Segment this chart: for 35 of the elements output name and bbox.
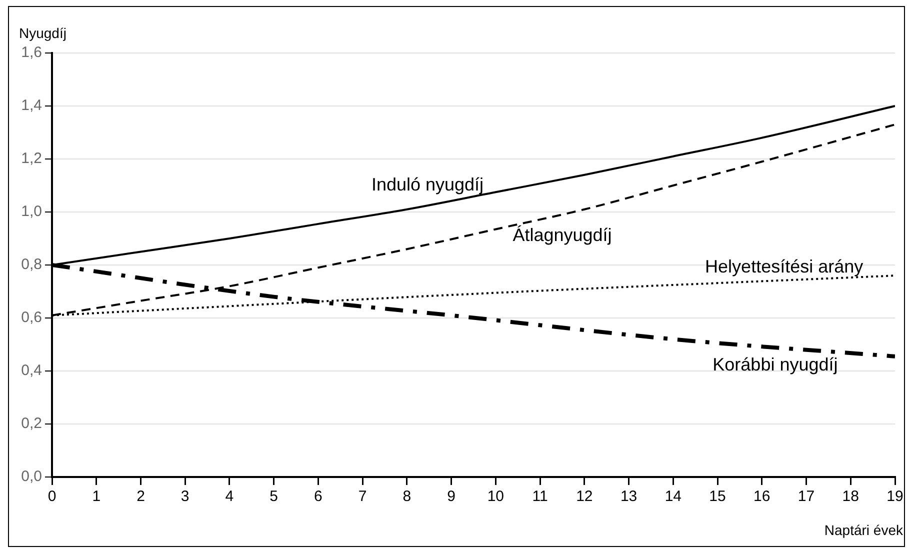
x-tick-label: 2 (136, 488, 145, 506)
x-tick-label: 3 (180, 488, 190, 506)
x-tick-label: 9 (447, 488, 456, 506)
series-label: Induló nyugdíj (371, 174, 484, 194)
y-tick-label: 1,6 (21, 44, 42, 62)
y-axis-title: Nyugdíj (19, 24, 66, 41)
y-tick-label: 0,2 (21, 415, 42, 432)
y-tick-label: 0,0 (21, 468, 42, 486)
x-tick-label: 12 (576, 488, 593, 506)
x-tick-label: 10 (487, 488, 504, 506)
y-tick-label: 0,4 (21, 362, 42, 380)
y-tick-label: 0,8 (21, 256, 42, 274)
x-tick-label: 11 (532, 488, 548, 506)
series-label: Helyettesítési arány (705, 256, 864, 277)
x-tick-label: 18 (842, 488, 859, 506)
x-tick-label: 4 (225, 488, 234, 506)
x-tick-label: 1 (92, 488, 101, 506)
y-tick-label: 1,0 (21, 203, 42, 220)
x-tick-label: 13 (620, 488, 638, 506)
x-axis-title: Naptári évek (824, 522, 904, 538)
x-tick-label: 17 (798, 488, 815, 506)
y-tick-label: 0,6 (21, 309, 42, 326)
y-tick-label: 1,4 (21, 97, 42, 114)
series-label: Korábbi nyugdíj (712, 354, 838, 375)
x-tick-label: 15 (709, 488, 726, 506)
x-tick-label: 14 (664, 488, 682, 506)
x-tick-label: 7 (358, 488, 367, 506)
x-tick-label: 8 (402, 488, 412, 506)
x-tick-label: 19 (886, 488, 904, 506)
x-tick-label: 0 (48, 488, 56, 506)
x-tick-label: 6 (314, 488, 322, 506)
series-label: Átlagnyugdíj (512, 224, 612, 245)
x-tick-label: 16 (754, 488, 770, 506)
y-tick-label: 1,2 (21, 150, 42, 168)
x-tick-label: 5 (270, 488, 278, 506)
